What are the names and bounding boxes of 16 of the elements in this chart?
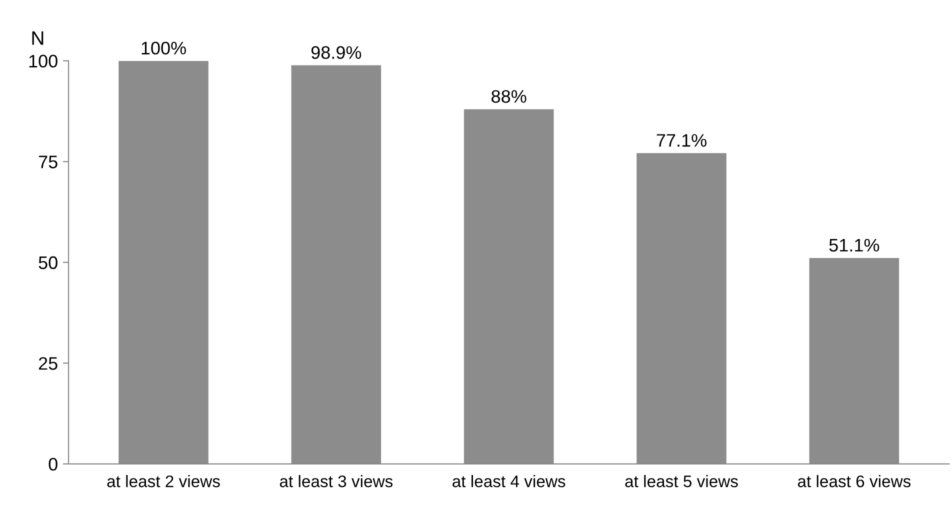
y-tick-label: 50 (38, 256, 58, 270)
data-label: 88% (492, 90, 526, 103)
y-axis-title: N (32, 31, 44, 45)
x-tick-label: at least 5 views (625, 475, 738, 488)
y-tick-label: 25 (38, 357, 58, 370)
data-label: 100% (142, 42, 186, 54)
x-tick-label: at least 4 views (452, 475, 566, 488)
x-tick-label: at least 3 views (280, 475, 393, 488)
y-tick-label: 0 (48, 458, 58, 471)
x-tick-label: at least 6 views (798, 475, 911, 488)
y-tick-label: 75 (38, 156, 58, 168)
data-label: 98.9% (311, 46, 362, 59)
data-label: 77.1% (656, 134, 706, 147)
data-label: 51.1% (829, 238, 880, 252)
x-tick-label: at least 2 views (107, 475, 220, 488)
y-tick-label: 100 (29, 54, 58, 68)
